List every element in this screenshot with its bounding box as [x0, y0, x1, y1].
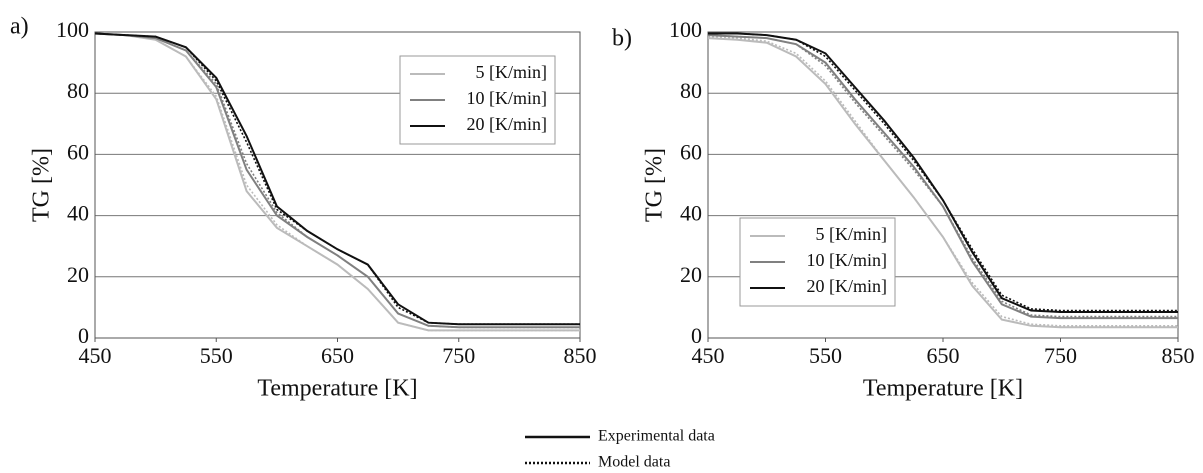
- y-axis-label: TG [%]: [642, 148, 668, 222]
- x-axis-label: Temperature [K]: [257, 376, 417, 402]
- panel-label: b): [612, 26, 632, 52]
- legend-label: 20 [K/min]: [807, 276, 888, 296]
- panel-label: a): [10, 14, 29, 40]
- y-axis-label: TG [%]: [29, 148, 55, 222]
- y-tick-label: 0: [691, 323, 702, 348]
- x-axis-label: Temperature [K]: [863, 376, 1023, 402]
- x-tick-label: 850: [1162, 343, 1195, 368]
- line-experimental: [707, 37, 1178, 329]
- legend-label: 10 [K/min]: [807, 250, 888, 270]
- y-tick-label: 20: [67, 262, 89, 287]
- x-tick-label: 650: [927, 343, 960, 368]
- line-model: [707, 35, 1178, 327]
- legend-label: Model data: [598, 454, 670, 471]
- x-tick-label: 750: [1044, 343, 1077, 368]
- line-model: [94, 32, 580, 329]
- y-tick-label: 40: [67, 201, 89, 226]
- x-tick-label: 650: [321, 343, 354, 368]
- y-tick-label: 80: [67, 78, 89, 103]
- y-tick-label: 80: [680, 78, 702, 103]
- y-tick-label: 100: [669, 17, 702, 42]
- line-model: [708, 32, 1178, 312]
- legend-label: Experimental data: [598, 428, 715, 445]
- x-tick-label: 750: [442, 343, 475, 368]
- line-model: [94, 32, 580, 325]
- y-tick-label: 60: [67, 139, 89, 164]
- legend-label: 10 [K/min]: [467, 88, 548, 108]
- x-tick-label: 450: [79, 343, 112, 368]
- legend-box: [739, 217, 896, 307]
- plot-frame: [707, 31, 1179, 339]
- legend-label: 5 [K/min]: [816, 224, 888, 244]
- legend-label: 5 [K/min]: [476, 62, 548, 82]
- y-tick-label: 20: [680, 262, 702, 287]
- y-tick-label: 0: [78, 323, 89, 348]
- plot-frame: [94, 31, 581, 339]
- legend-box: [399, 55, 556, 145]
- x-tick-label: 550: [809, 343, 842, 368]
- line-model: [707, 34, 1178, 318]
- x-tick-label: 550: [200, 343, 233, 368]
- y-tick-label: 100: [56, 17, 89, 42]
- y-tick-label: 40: [680, 201, 702, 226]
- x-tick-label: 850: [564, 343, 597, 368]
- x-tick-label: 450: [692, 343, 725, 368]
- legend-label: 20 [K/min]: [467, 114, 548, 134]
- y-tick-label: 60: [680, 139, 702, 164]
- line-model: [94, 32, 580, 332]
